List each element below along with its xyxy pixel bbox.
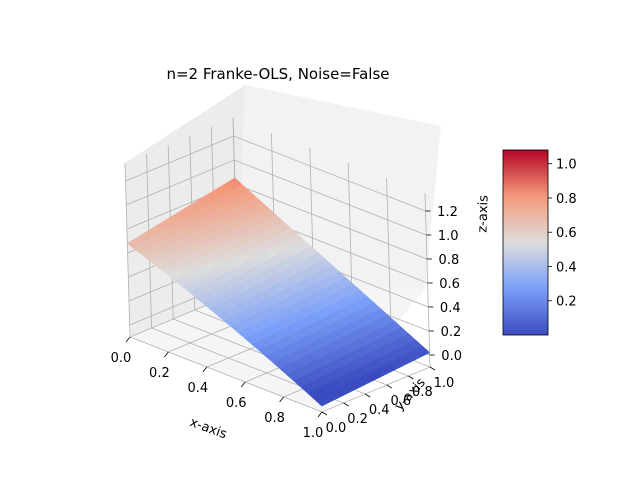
x-tick-0 xyxy=(125,336,131,343)
gridline-y-1 xyxy=(146,153,344,404)
x-tick-2 xyxy=(202,366,208,373)
chart-title: n=2 Franke-OLS, Noise=False xyxy=(166,65,389,83)
x-axis-label: x-axis xyxy=(188,415,229,442)
y-tick-0 xyxy=(321,411,328,416)
x-tick-label-4: 0.8 xyxy=(264,411,285,426)
z-tick-label-0-0: 0.0 xyxy=(441,349,462,364)
x-tick-label-0: 0.0 xyxy=(111,351,132,366)
z-tick-label-0-6: 0.6 xyxy=(439,277,460,292)
z-tick-label-0-8: 0.8 xyxy=(439,253,460,268)
colorbar: 0.2 0.4 0.6 0.8 1.0 xyxy=(502,149,577,336)
colorbar-tick-label-1: 0.4 xyxy=(556,260,577,275)
y-tick-4 xyxy=(408,375,414,380)
x-tick-4 xyxy=(279,396,284,403)
y-tick-5 xyxy=(429,366,436,371)
x-tick-label-1: 0.2 xyxy=(149,366,170,381)
z-axis-label: z-axis xyxy=(475,195,491,233)
z-tick-label-0-2: 0.2 xyxy=(441,325,462,340)
x-tick-label-3: 0.6 xyxy=(226,396,247,411)
y-tick-label-5: 1.0 xyxy=(434,376,455,391)
colorbar-ticks: 0.2 0.4 0.6 0.8 1.0 xyxy=(548,158,577,310)
y-tick-label-4: 0.8 xyxy=(412,385,433,400)
z-tick-label-0-4: 0.4 xyxy=(440,301,461,316)
colorbar-gradient xyxy=(502,149,549,336)
gridline-z-6 xyxy=(125,135,426,212)
x-tick-1 xyxy=(164,351,169,358)
gridline-z-5 xyxy=(126,159,427,236)
y-tick-label-3: 0.6 xyxy=(390,394,411,409)
x-tick-label-5: 1.0 xyxy=(303,426,324,441)
z-tick-label-1-2: 1.2 xyxy=(437,205,458,220)
z-tick-label-1-0: 1.0 xyxy=(438,229,459,244)
colorbar-tick-label-3: 0.8 xyxy=(556,192,577,207)
surface-plot xyxy=(126,177,431,407)
colorbar-tick-label-0: 0.2 xyxy=(556,295,577,310)
y-tick-label-2: 0.4 xyxy=(369,403,390,418)
axes: 0.00.20.40.60.81.0 0.00.20.40.60.81.00.00… xyxy=(111,205,462,441)
y-tick-3 xyxy=(386,384,393,389)
x-tick-5 xyxy=(317,411,323,418)
surface-cell-27-0 xyxy=(314,397,327,407)
y-tick-label-1: 0.2 xyxy=(347,412,368,427)
y-tick-2 xyxy=(364,393,371,398)
x-tick-3 xyxy=(240,381,246,388)
x-tick-label-2: 0.4 xyxy=(187,381,208,396)
colorbar-tick-label-2: 0.6 xyxy=(556,226,577,241)
y-tick-label-0: 0.0 xyxy=(326,421,347,436)
y-tick-1 xyxy=(343,402,349,407)
colorbar-tick-label-4: 1.0 xyxy=(556,158,577,173)
